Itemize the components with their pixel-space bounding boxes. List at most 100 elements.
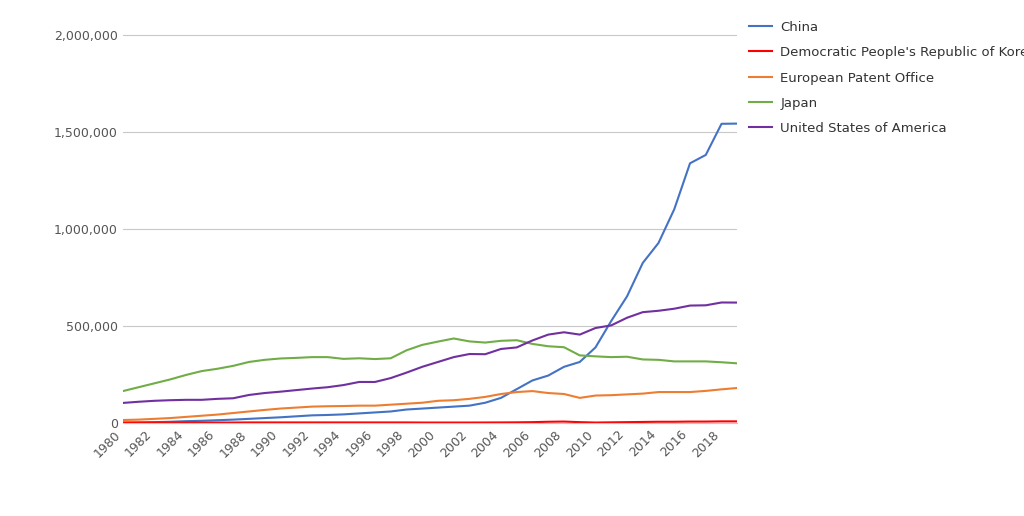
Japan (148, 380, 161, 386)
China (180, 418, 193, 424)
United States of America (258, 390, 270, 396)
Japan (699, 358, 712, 364)
European Patent Office (684, 389, 696, 395)
United States of America (495, 346, 507, 352)
United States of America (211, 396, 223, 402)
European Patent Office (637, 391, 649, 397)
European Patent Office (243, 408, 255, 414)
Japan (132, 384, 144, 390)
China (322, 412, 334, 418)
United States of America (132, 399, 144, 405)
China (668, 206, 680, 212)
European Patent Office (196, 413, 208, 419)
China (306, 412, 318, 418)
European Patent Office (337, 403, 349, 409)
European Patent Office (526, 388, 539, 394)
United States of America (117, 400, 129, 406)
Democratic People's Republic of Korea (684, 418, 696, 425)
European Patent Office (573, 395, 586, 401)
China (164, 418, 176, 425)
European Patent Office (668, 389, 680, 395)
China (274, 414, 287, 421)
China (526, 377, 539, 383)
Japan (447, 335, 460, 342)
United States of America (337, 382, 349, 388)
European Patent Office (322, 403, 334, 409)
Japan (526, 341, 539, 347)
China (542, 373, 554, 379)
European Patent Office (652, 389, 665, 395)
Democratic People's Republic of Korea (180, 420, 193, 426)
Democratic People's Republic of Korea (716, 418, 728, 425)
Democratic People's Republic of Korea (148, 420, 161, 426)
European Patent Office (479, 394, 492, 400)
European Patent Office (258, 407, 270, 413)
Japan (258, 357, 270, 363)
United States of America (416, 364, 428, 370)
United States of America (274, 389, 287, 395)
Democratic People's Republic of Korea (416, 420, 428, 426)
Japan (668, 358, 680, 364)
European Patent Office (353, 402, 366, 409)
Japan (605, 354, 617, 360)
Japan (227, 363, 240, 369)
Japan (306, 354, 318, 360)
United States of America (731, 299, 743, 305)
European Patent Office (306, 404, 318, 410)
European Patent Office (290, 405, 302, 411)
China (463, 402, 475, 409)
European Patent Office (590, 393, 602, 399)
Line: Democratic People's Republic of Korea: Democratic People's Republic of Korea (123, 422, 737, 423)
European Patent Office (542, 390, 554, 396)
Democratic People's Republic of Korea (290, 420, 302, 426)
Democratic People's Republic of Korea (322, 420, 334, 426)
United States of America (542, 331, 554, 337)
Democratic People's Republic of Korea (573, 419, 586, 425)
Democratic People's Republic of Korea (353, 420, 366, 426)
European Patent Office (369, 402, 381, 409)
China (227, 416, 240, 423)
Japan (369, 356, 381, 362)
China (258, 415, 270, 421)
Japan (573, 352, 586, 359)
Democratic People's Republic of Korea (243, 420, 255, 426)
European Patent Office (132, 416, 144, 423)
China (400, 407, 413, 413)
European Patent Office (385, 401, 397, 408)
Line: Japan: Japan (123, 338, 737, 391)
Democratic People's Republic of Korea (511, 419, 523, 425)
Democratic People's Republic of Korea (385, 420, 397, 426)
Japan (196, 368, 208, 374)
Japan (716, 359, 728, 365)
China (558, 364, 570, 370)
United States of America (668, 305, 680, 312)
European Patent Office (416, 400, 428, 406)
Democratic People's Republic of Korea (590, 420, 602, 426)
Japan (385, 355, 397, 361)
Democratic People's Republic of Korea (526, 419, 539, 425)
Japan (353, 355, 366, 361)
Legend: China, Democratic People's Republic of Korea, European Patent Office, Japan, Uni: China, Democratic People's Republic of K… (743, 15, 1024, 141)
United States of America (621, 315, 633, 321)
European Patent Office (511, 389, 523, 395)
Democratic People's Republic of Korea (699, 418, 712, 425)
United States of America (447, 354, 460, 360)
United States of America (385, 375, 397, 381)
United States of America (148, 398, 161, 404)
Japan (117, 388, 129, 394)
China (432, 405, 444, 411)
Line: European Patent Office: European Patent Office (123, 388, 737, 420)
Japan (243, 359, 255, 365)
China (148, 419, 161, 425)
Democratic People's Republic of Korea (668, 418, 680, 425)
China (573, 359, 586, 365)
Line: United States of America: United States of America (123, 302, 737, 403)
Japan (432, 338, 444, 345)
United States of America (637, 309, 649, 315)
China (353, 410, 366, 416)
China (369, 409, 381, 415)
China (731, 121, 743, 127)
China (621, 293, 633, 299)
United States of America (558, 329, 570, 335)
Democratic People's Republic of Korea (117, 420, 129, 426)
